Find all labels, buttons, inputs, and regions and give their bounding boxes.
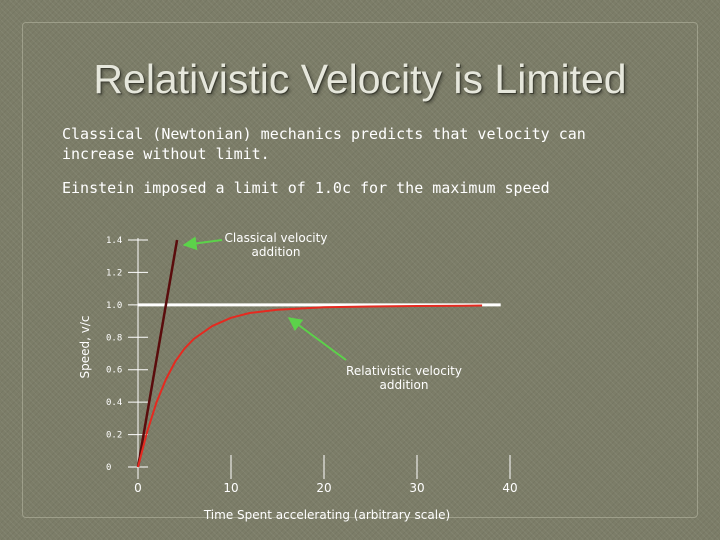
y-axis-label: Speed, v/c	[78, 316, 92, 379]
classical-velocity-line	[136, 239, 179, 468]
x-tick-label: 20	[316, 481, 331, 495]
slide-frame	[22, 22, 698, 518]
annotation-classical-label: Classical velocity addition	[225, 231, 328, 259]
y-tick-label: 1.4	[106, 236, 122, 246]
x-tick-label: 30	[409, 481, 424, 495]
y-tick-label: 1.0	[106, 301, 122, 311]
y-tick-label: 0.6	[106, 366, 122, 376]
chart-series	[136, 239, 501, 468]
x-tick-label: 40	[502, 481, 517, 495]
bullet-classical: Classical (Newtonian) mechanics predicts…	[62, 125, 586, 163]
y-tick-label: 1.2	[106, 268, 122, 278]
annotation-relativistic-label: Relativistic velocity addition	[346, 364, 462, 392]
chart-labels: Classical velocity addition Relativistic v…	[78, 231, 462, 522]
bullet-einstein: Einstein imposed a limit of 1.0c for the…	[62, 179, 550, 197]
y-tick-label: 0	[106, 463, 111, 473]
annotation-relativistic-arrow	[287, 317, 347, 361]
y-tick-label: 0.4	[106, 398, 122, 408]
slide-title: Relativistic Velocity is Limited	[93, 56, 627, 102]
y-tick-label: 0.8	[106, 333, 122, 343]
annotation-classical-arrow	[182, 236, 223, 251]
x-tick-label: 10	[223, 481, 238, 495]
y-tick-label: 0.2	[106, 431, 122, 441]
relativistic-velocity-curve	[137, 304, 483, 468]
x-tick-label: 0	[134, 481, 142, 495]
x-axis-label: Time Spent accelerating (arbitrary scale…	[203, 508, 450, 522]
